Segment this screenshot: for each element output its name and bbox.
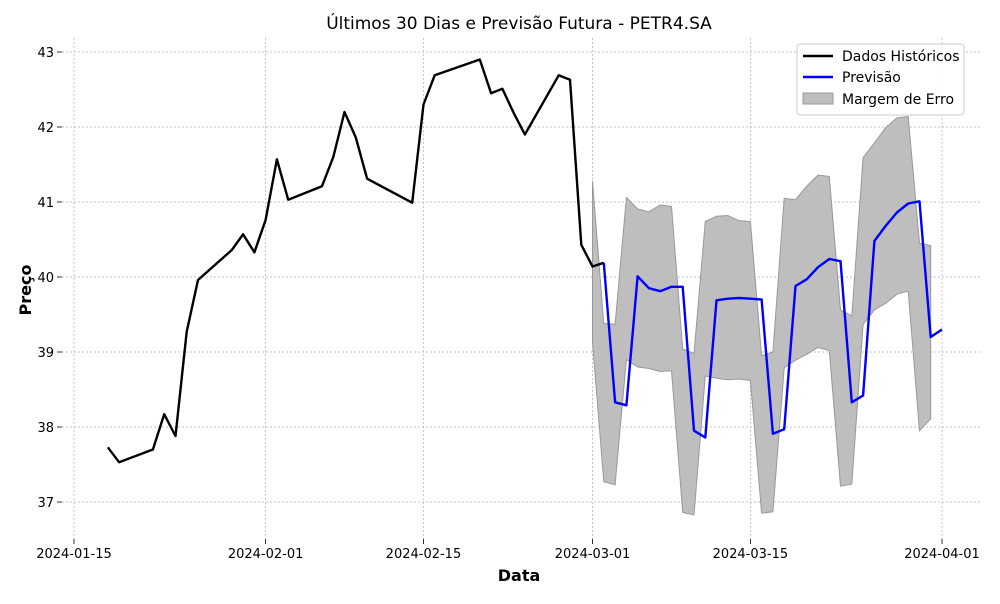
y-tick-label: 42 [37, 121, 54, 136]
y-tick-label: 38 [37, 421, 54, 436]
legend: Dados Históricos Previsão Margem de Erro [796, 43, 965, 116]
legend-label-error-band: Margem de Erro [842, 92, 954, 108]
legend-label-historical: Dados Históricos [842, 49, 960, 65]
chart-title: Últimos 30 Dias e Previsão Futura - PETR… [326, 12, 712, 34]
tick-labels: 2024-01-15 2024-02-01 2024-02-15 2024-03-01… [36, 46, 980, 562]
x-tick-label: 2024-03-01 [555, 547, 631, 562]
y-tick-label: 39 [37, 346, 54, 361]
x-tick-label: 2024-01-15 [36, 547, 112, 562]
y-tick-label: 41 [37, 196, 54, 211]
y-tick-label: 43 [37, 46, 54, 61]
legend-frame [796, 43, 965, 116]
series-line-forecast [602, 200, 943, 439]
error-band-area [592, 115, 932, 516]
x-tick-label: 2024-02-15 [386, 547, 462, 562]
series-line-historical [106, 58, 605, 464]
legend-label-forecast: Previsão [842, 70, 901, 86]
y-axis-label: Preço [16, 265, 35, 316]
series-layer [106, 58, 943, 464]
y-tick-label: 37 [37, 496, 54, 511]
error-band-layer [592, 115, 932, 516]
legend-swatch-error-band [802, 92, 834, 105]
x-tick-label: 2024-03-15 [713, 547, 789, 562]
x-tick-label: 2024-04-01 [904, 547, 980, 562]
x-axis-label: Data [498, 566, 541, 585]
y-tick-label: 40 [37, 271, 54, 286]
x-tick-label: 2024-02-01 [228, 547, 304, 562]
